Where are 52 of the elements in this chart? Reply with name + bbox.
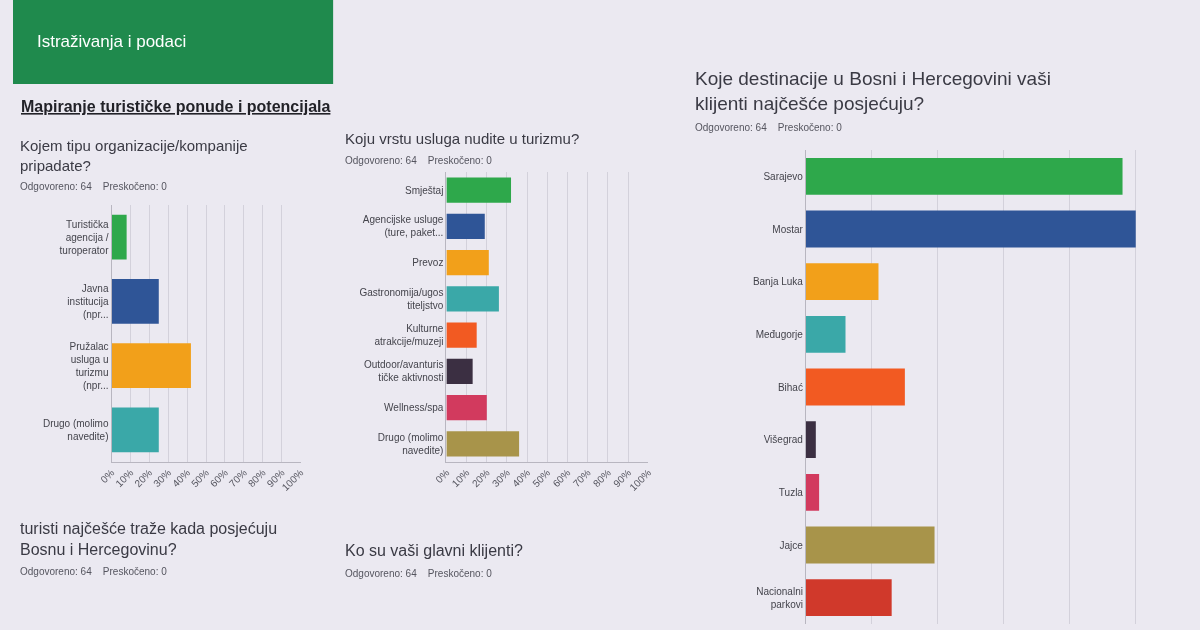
y-tick-label: Nacionalni parkovi: [756, 585, 803, 610]
chart-title: Koje destinacije u Bosni i Hercegovini vaši klijenti najčešće posjećuju?: [695, 68, 1051, 114]
x-tick-label: 10%: [449, 467, 472, 490]
bar: [805, 210, 1136, 248]
x-tick-label: 60%: [550, 467, 573, 490]
y-tick-label: Wellness/spa: [384, 402, 444, 414]
y-tick-label: Drugo (molimo navedite): [42, 417, 109, 442]
y-tick-label: Javna institucija (npr...: [67, 282, 109, 320]
y-tick-label: Agencijske usluge (ture, paket...: [362, 214, 444, 239]
bar: [805, 368, 905, 406]
y-tick-label: Gastronomija/ugostiteljstvo: [359, 286, 444, 311]
y-tick-label: Prevoz: [412, 257, 444, 269]
bar: [805, 473, 820, 511]
text: Odgovoreno: 64 Preskočeno: 0: [20, 566, 168, 577]
x-tick-label: 30%: [151, 467, 174, 490]
y-tick-label: Bihać: [777, 381, 803, 393]
text: Odgovoreno: 64 Preskočeno: 0: [345, 568, 493, 579]
text: Mapiranje turističke ponude i potencijala: [21, 98, 331, 115]
text: Istraživanja i podaci: [37, 32, 187, 51]
x-tick-label: 50%: [189, 467, 212, 490]
bar: [805, 157, 1123, 195]
bar: [805, 421, 816, 459]
y-tick-label: Smještaj: [405, 184, 444, 196]
x-tick-label: 70%: [570, 467, 593, 490]
x-tick-label: 80%: [590, 467, 613, 490]
chart-subtitle: Odgovoreno: 64 Preskočeno: 0: [345, 155, 493, 166]
y-tick-label: Banja Luka: [752, 276, 804, 288]
y-tick-label: Pružalac usluga u turizmu (npr...: [69, 340, 109, 391]
x-tick-label: 50%: [530, 467, 553, 490]
x-tick-label: 40%: [510, 467, 533, 490]
y-tick-label: Outdoor/avanturističke aktivnosti: [363, 359, 444, 384]
bar: [805, 526, 935, 564]
text: turisti najčešće traže kada posjećuju Bosnu i Hercegovinu?: [20, 520, 278, 558]
y-tick-label: Kulturne atrakcije/muzeji: [374, 323, 444, 348]
chart-subtitle: Odgovoreno: 64 Preskočeno: 0: [20, 181, 168, 192]
y-tick-label: Međugorje: [755, 328, 804, 340]
text: Ko su vaši glavni klijenti?: [345, 542, 523, 559]
y-tick-label: Sarajevo: [763, 170, 804, 182]
x-tick-label: 0%: [433, 467, 452, 486]
bar: [805, 263, 879, 301]
y-tick-label: Drugo (molimo navedite): [377, 431, 444, 456]
y-tick-label: Mostar: [772, 223, 804, 235]
y-tick-label: Višegrad: [763, 434, 803, 446]
y-tick-label: Tuzla: [778, 486, 804, 498]
chart-title: Koju vrstu usluga nudite u turizmu?: [345, 130, 580, 147]
bar: [805, 579, 892, 617]
y-tick-label: Jajce: [779, 539, 804, 551]
x-tick-label: 30%: [490, 467, 513, 490]
chart-title: Kojem tipu organizacije/kompanije pripadate?: [20, 137, 248, 174]
chart-subtitle: Odgovoreno: 64 Preskočeno: 0: [695, 122, 843, 133]
bar: [805, 315, 846, 353]
y-tick-label: Turistička agencija / turoperator: [59, 218, 110, 256]
